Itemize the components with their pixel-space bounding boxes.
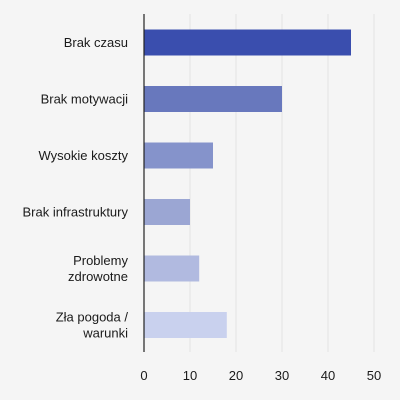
category-labels: Brak czasu Brak motywacji Wysokie koszty Br… bbox=[23, 35, 129, 341]
x-tick-label: 40 bbox=[321, 368, 335, 383]
category-label: Zła pogoda / bbox=[56, 310, 129, 325]
bars bbox=[144, 29, 351, 338]
category-label: warunki bbox=[82, 326, 128, 341]
bar bbox=[144, 312, 227, 338]
category-label: zdrowotne bbox=[68, 269, 128, 284]
category-label: Wysokie koszty bbox=[39, 148, 129, 163]
bar bbox=[144, 255, 200, 282]
category-label: Brak czasu bbox=[64, 35, 128, 50]
bar bbox=[144, 29, 351, 56]
category-label: Brak motywacji bbox=[41, 92, 129, 107]
bar bbox=[144, 199, 190, 225]
bar bbox=[144, 86, 282, 112]
grid-lines bbox=[189, 14, 375, 352]
category-label: Brak infrastruktury bbox=[23, 205, 129, 220]
x-tick-label: 10 bbox=[183, 368, 197, 383]
x-tick-label: 20 bbox=[229, 368, 243, 383]
x-tick-label: 50 bbox=[367, 368, 381, 383]
category-label: Problemy bbox=[73, 253, 128, 268]
x-tick-label: 0 bbox=[140, 368, 147, 383]
x-tick-label: 30 bbox=[275, 368, 289, 383]
bar bbox=[144, 142, 213, 169]
x-tick-labels: 0 10 20 30 40 50 bbox=[140, 368, 381, 383]
